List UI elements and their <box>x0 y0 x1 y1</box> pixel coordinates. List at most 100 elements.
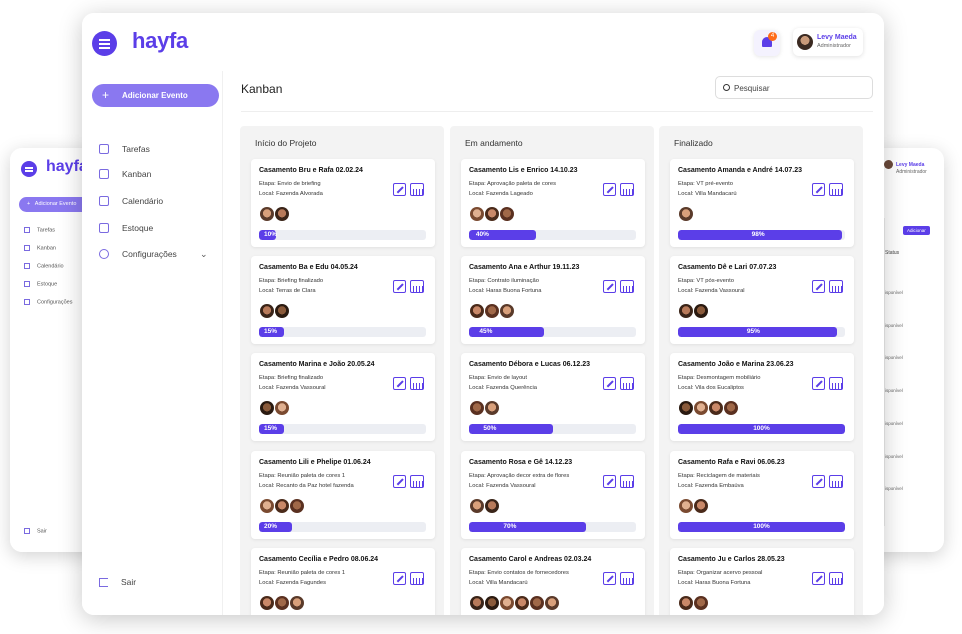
event-card[interactable]: Casamento Ana e Arthur 19.11.23 Etapa: Co… <box>461 256 645 344</box>
edit-icon[interactable] <box>393 280 406 293</box>
avatar <box>485 401 499 415</box>
calendar-icon[interactable] <box>410 183 424 196</box>
search-input[interactable]: Pesquisar <box>715 76 873 99</box>
divider <box>241 111 873 112</box>
event-card[interactable]: Casamento Rosa e Gê 14.12.23 Etapa: Aprov… <box>461 451 645 539</box>
event-card[interactable]: Casamento João e Marina 23.06.23 Etapa: D… <box>670 353 854 441</box>
calendar-icon[interactable] <box>620 475 634 488</box>
avatar <box>470 499 484 513</box>
column-title: Em andamento <box>465 138 523 148</box>
user-profile[interactable]: Levy Maeda Administrador <box>793 28 863 56</box>
calendar-icon[interactable] <box>829 572 843 585</box>
progress-label: 50% <box>483 425 497 432</box>
progress-bar: 100% <box>678 522 845 532</box>
avatar <box>260 596 274 610</box>
avatar <box>470 304 484 318</box>
event-card[interactable]: Casamento Débora e Lucas 06.12.23 Etapa: … <box>461 353 645 441</box>
back-add-button: Adicionar <box>903 226 930 235</box>
main-window: hayfa 4 Levy Maeda Administrador + Adici… <box>82 13 884 615</box>
edit-icon[interactable] <box>603 377 616 390</box>
calendar-icon[interactable] <box>829 377 843 390</box>
progress-bar: 98% <box>678 230 845 240</box>
calendar-icon[interactable] <box>620 280 634 293</box>
event-card[interactable]: Casamento Rafa e Ravi 06.06.23 Etapa: Rec… <box>670 451 854 539</box>
avatar-group <box>679 401 739 415</box>
edit-icon[interactable] <box>812 572 825 585</box>
calendar-icon[interactable] <box>620 377 634 390</box>
chevron-down-icon[interactable]: ⌄ <box>200 249 208 259</box>
event-card[interactable]: Casamento Bru e Rafa 02.02.24 Etapa: Envi… <box>251 159 435 247</box>
edit-icon[interactable] <box>812 377 825 390</box>
card-stage: Etapa: Reunião paleta de cores 1 <box>259 473 346 479</box>
add-event-label: Adicionar Evento <box>122 91 188 100</box>
notifications-button[interactable]: 4 <box>754 30 780 56</box>
event-card[interactable]: Casamento Cecília e Pedro 08.06.24 Etapa:… <box>251 548 435 615</box>
event-card[interactable]: Casamento Dê e Lari 07.07.23 Etapa: VT pó… <box>670 256 854 344</box>
progress-fill: 50% <box>469 424 553 434</box>
calendar-icon[interactable] <box>829 183 843 196</box>
event-card[interactable]: Casamento Lili e Phelipe 01.06.24 Etapa: … <box>251 451 435 539</box>
card-title: Casamento Cecília e Pedro 08.06.24 <box>259 556 379 563</box>
back-row: isponível <box>885 486 903 491</box>
back-row: isponível <box>885 454 903 459</box>
edit-icon[interactable] <box>393 572 406 585</box>
event-card[interactable]: Casamento Ju e Carlos 28.05.23 Etapa: Org… <box>670 548 854 615</box>
calendar-icon[interactable] <box>829 280 843 293</box>
progress-label: 15% <box>264 425 278 432</box>
avatar <box>545 596 559 610</box>
edit-icon[interactable] <box>393 377 406 390</box>
calendar-icon[interactable] <box>620 183 634 196</box>
card-title: Casamento Marina e João 20.05.24 <box>259 361 375 368</box>
top-bar: hayfa 4 Levy Maeda Administrador <box>82 13 884 71</box>
exit-button[interactable]: Sair <box>99 577 136 588</box>
back-add-event-button: + Adicionar Evento <box>19 197 99 212</box>
bell-icon <box>762 37 772 47</box>
card-place: Local: Fazenda Vassoural <box>469 483 536 489</box>
back-sidebar: hayfa + Adicionar Evento Tarefas Kanban … <box>10 148 99 552</box>
event-card[interactable]: Casamento Lis e Enrico 14.10.23 Etapa: Ap… <box>461 159 645 247</box>
edit-icon[interactable] <box>812 475 825 488</box>
edit-icon[interactable] <box>393 183 406 196</box>
progress-label: 45% <box>479 328 493 335</box>
calendar-icon[interactable] <box>410 377 424 390</box>
back-brand: hayfa <box>46 158 88 175</box>
avatar <box>709 401 723 415</box>
edit-icon[interactable] <box>603 183 616 196</box>
calendar-icon <box>99 196 109 206</box>
progress-label: 100% <box>753 425 770 432</box>
edit-icon[interactable] <box>812 183 825 196</box>
card-stage: Etapa: Aprovação decor extra de flores <box>469 473 570 479</box>
avatar <box>694 304 708 318</box>
avatar <box>275 304 289 318</box>
avatar <box>679 499 693 513</box>
edit-icon[interactable] <box>603 475 616 488</box>
progress-fill: 95% <box>678 327 837 337</box>
edit-icon[interactable] <box>603 280 616 293</box>
search-placeholder: Pesquisar <box>734 84 770 93</box>
edit-icon[interactable] <box>393 475 406 488</box>
edit-icon[interactable] <box>812 280 825 293</box>
avatar <box>485 207 499 221</box>
calendar-icon[interactable] <box>410 280 424 293</box>
progress-label: 95% <box>746 328 760 335</box>
calendar-icon[interactable] <box>620 572 634 585</box>
card-title: Casamento Bru e Rafa 02.02.24 <box>259 167 363 174</box>
card-place: Local: Villa Mandacarú <box>678 191 737 197</box>
add-event-button[interactable]: + Adicionar Evento <box>92 84 219 107</box>
event-card[interactable]: Casamento Amanda e André 14.07.23 Etapa: … <box>670 159 854 247</box>
calendar-icon[interactable] <box>829 475 843 488</box>
kanban-icon <box>99 169 109 179</box>
notification-badge: 4 <box>768 32 777 41</box>
calendar-icon[interactable] <box>410 475 424 488</box>
calendar-icon[interactable] <box>410 572 424 585</box>
edit-icon[interactable] <box>603 572 616 585</box>
event-card[interactable]: Casamento Marina e João 20.05.24 Etapa: B… <box>251 353 435 441</box>
event-card[interactable]: Casamento Carol e Andreas 02.03.24 Etapa:… <box>461 548 645 615</box>
event-card[interactable]: Casamento Ba e Edu 04.05.24 Etapa: Briefi… <box>251 256 435 344</box>
card-title: Casamento Dê e Lari 07.07.23 <box>678 264 777 271</box>
progress-bar: 50% <box>469 424 636 434</box>
clipboard-icon <box>99 144 109 154</box>
avatar-group <box>470 207 515 221</box>
avatar <box>515 596 529 610</box>
menu-icon[interactable] <box>92 31 117 56</box>
